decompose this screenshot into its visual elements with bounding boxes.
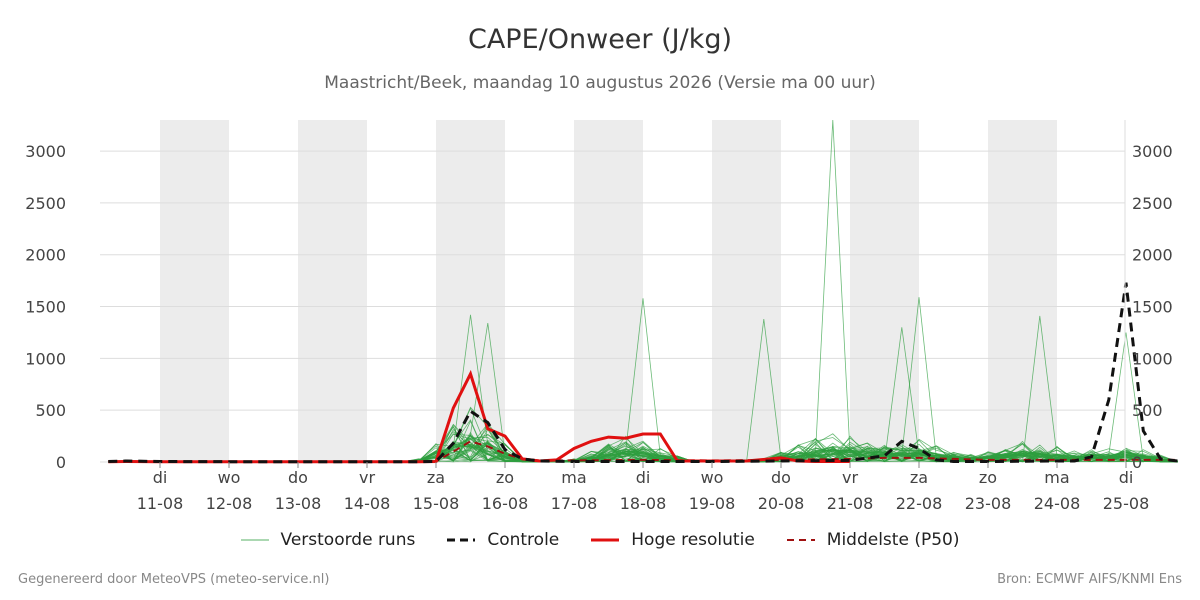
x-tick-date-12: 23-08 <box>965 494 1012 513</box>
x-tick-date-14: 25-08 <box>1103 494 1150 513</box>
y-tick-left-1000: 1000 <box>25 349 66 368</box>
legend-label-middelste: Middelste (P50) <box>826 530 960 550</box>
legend-swatch-hires <box>591 534 620 546</box>
shaded-band-5 <box>850 120 919 462</box>
legend-label-controle: Controle <box>487 530 560 550</box>
y-tick-right-2000: 2000 <box>1132 246 1173 265</box>
x-tick-date-13: 24-08 <box>1034 494 1081 513</box>
shaded-band-4 <box>712 120 781 462</box>
x-tick-day-3: vr <box>359 468 375 487</box>
y-tick-left-1500: 1500 <box>25 298 66 317</box>
x-tick-date-1: 12-08 <box>206 494 253 513</box>
y-tick-right-1000: 1000 <box>1132 349 1173 368</box>
shaded-band-6 <box>988 120 1057 462</box>
x-tick-day-8: wo <box>701 468 724 487</box>
x-tick-date-0: 11-08 <box>137 494 184 513</box>
chart-subtitle: Maastricht/Beek, maandag 10 augustus 202… <box>324 73 876 93</box>
x-tick-date-10: 21-08 <box>827 494 874 513</box>
shaded-band-2 <box>436 120 505 462</box>
x-tick-date-8: 19-08 <box>689 494 736 513</box>
x-tick-day-10: vr <box>842 468 858 487</box>
shaded-band-0 <box>160 120 229 462</box>
legend-item-middelste: Middelste (P50) <box>786 530 960 550</box>
x-tick-date-2: 13-08 <box>275 494 322 513</box>
x-tick-day-13: ma <box>1044 468 1069 487</box>
x-tick-date-5: 16-08 <box>482 494 529 513</box>
x-tick-day-4: za <box>427 468 445 487</box>
x-tick-day-9: do <box>771 468 791 487</box>
shaded-band-1 <box>298 120 367 462</box>
legend-label-verstoorde-runs: Verstoorde runs <box>280 530 416 550</box>
x-tick-day-1: wo <box>218 468 241 487</box>
legend-swatch-control <box>447 534 476 546</box>
x-tick-day-5: zo <box>496 468 514 487</box>
x-tick-date-3: 14-08 <box>344 494 391 513</box>
x-tick-day-12: zo <box>979 468 997 487</box>
control-line <box>108 282 1178 464</box>
legend-item-hoge-resolutie: Hoge resolutie <box>591 530 755 550</box>
y-tick-right-0: 0 <box>1132 453 1142 472</box>
x-tick-day-6: ma <box>561 468 586 487</box>
footer-generator: Gegenereerd door MeteoVPS (meteo-service… <box>18 572 330 587</box>
x-tick-day-0: di <box>153 468 168 487</box>
shaded-band-3 <box>574 120 643 462</box>
legend-label-hoge-resolutie: Hoge resolutie <box>631 530 755 550</box>
y-tick-left-500: 500 <box>35 401 66 420</box>
y-tick-left-0: 0 <box>56 453 66 472</box>
legend-item-controle: Controle <box>447 530 559 550</box>
x-tick-date-4: 15-08 <box>413 494 460 513</box>
x-tick-day-14: di <box>1119 468 1134 487</box>
legend: Verstoorde runs Controle Hoge resolutie … <box>0 530 1200 550</box>
footer-source: Bron: ECMWF AIFS/KNMI Ens <box>997 572 1182 587</box>
x-tick-day-7: di <box>636 468 651 487</box>
legend-swatch-median <box>786 534 815 546</box>
y-tick-right-2500: 2500 <box>1132 194 1173 213</box>
y-tick-left-2000: 2000 <box>25 246 66 265</box>
y-tick-right-500: 500 <box>1132 401 1163 420</box>
legend-item-verstoorde-runs: Verstoorde runs <box>240 530 416 550</box>
x-tick-date-6: 17-08 <box>551 494 598 513</box>
y-tick-left-2500: 2500 <box>25 194 66 213</box>
legend-swatch-ensemble <box>240 534 269 546</box>
y-tick-left-3000: 3000 <box>25 142 66 161</box>
x-tick-date-9: 20-08 <box>758 494 805 513</box>
x-tick-date-7: 18-08 <box>620 494 667 513</box>
x-tick-day-2: do <box>288 468 308 487</box>
x-tick-day-11: za <box>910 468 928 487</box>
chart-title: CAPE/Onweer (J/kg) <box>467 24 732 55</box>
x-tick-date-11: 22-08 <box>896 494 943 513</box>
y-tick-right-1500: 1500 <box>1132 298 1173 317</box>
y-tick-right-3000: 3000 <box>1132 142 1173 161</box>
